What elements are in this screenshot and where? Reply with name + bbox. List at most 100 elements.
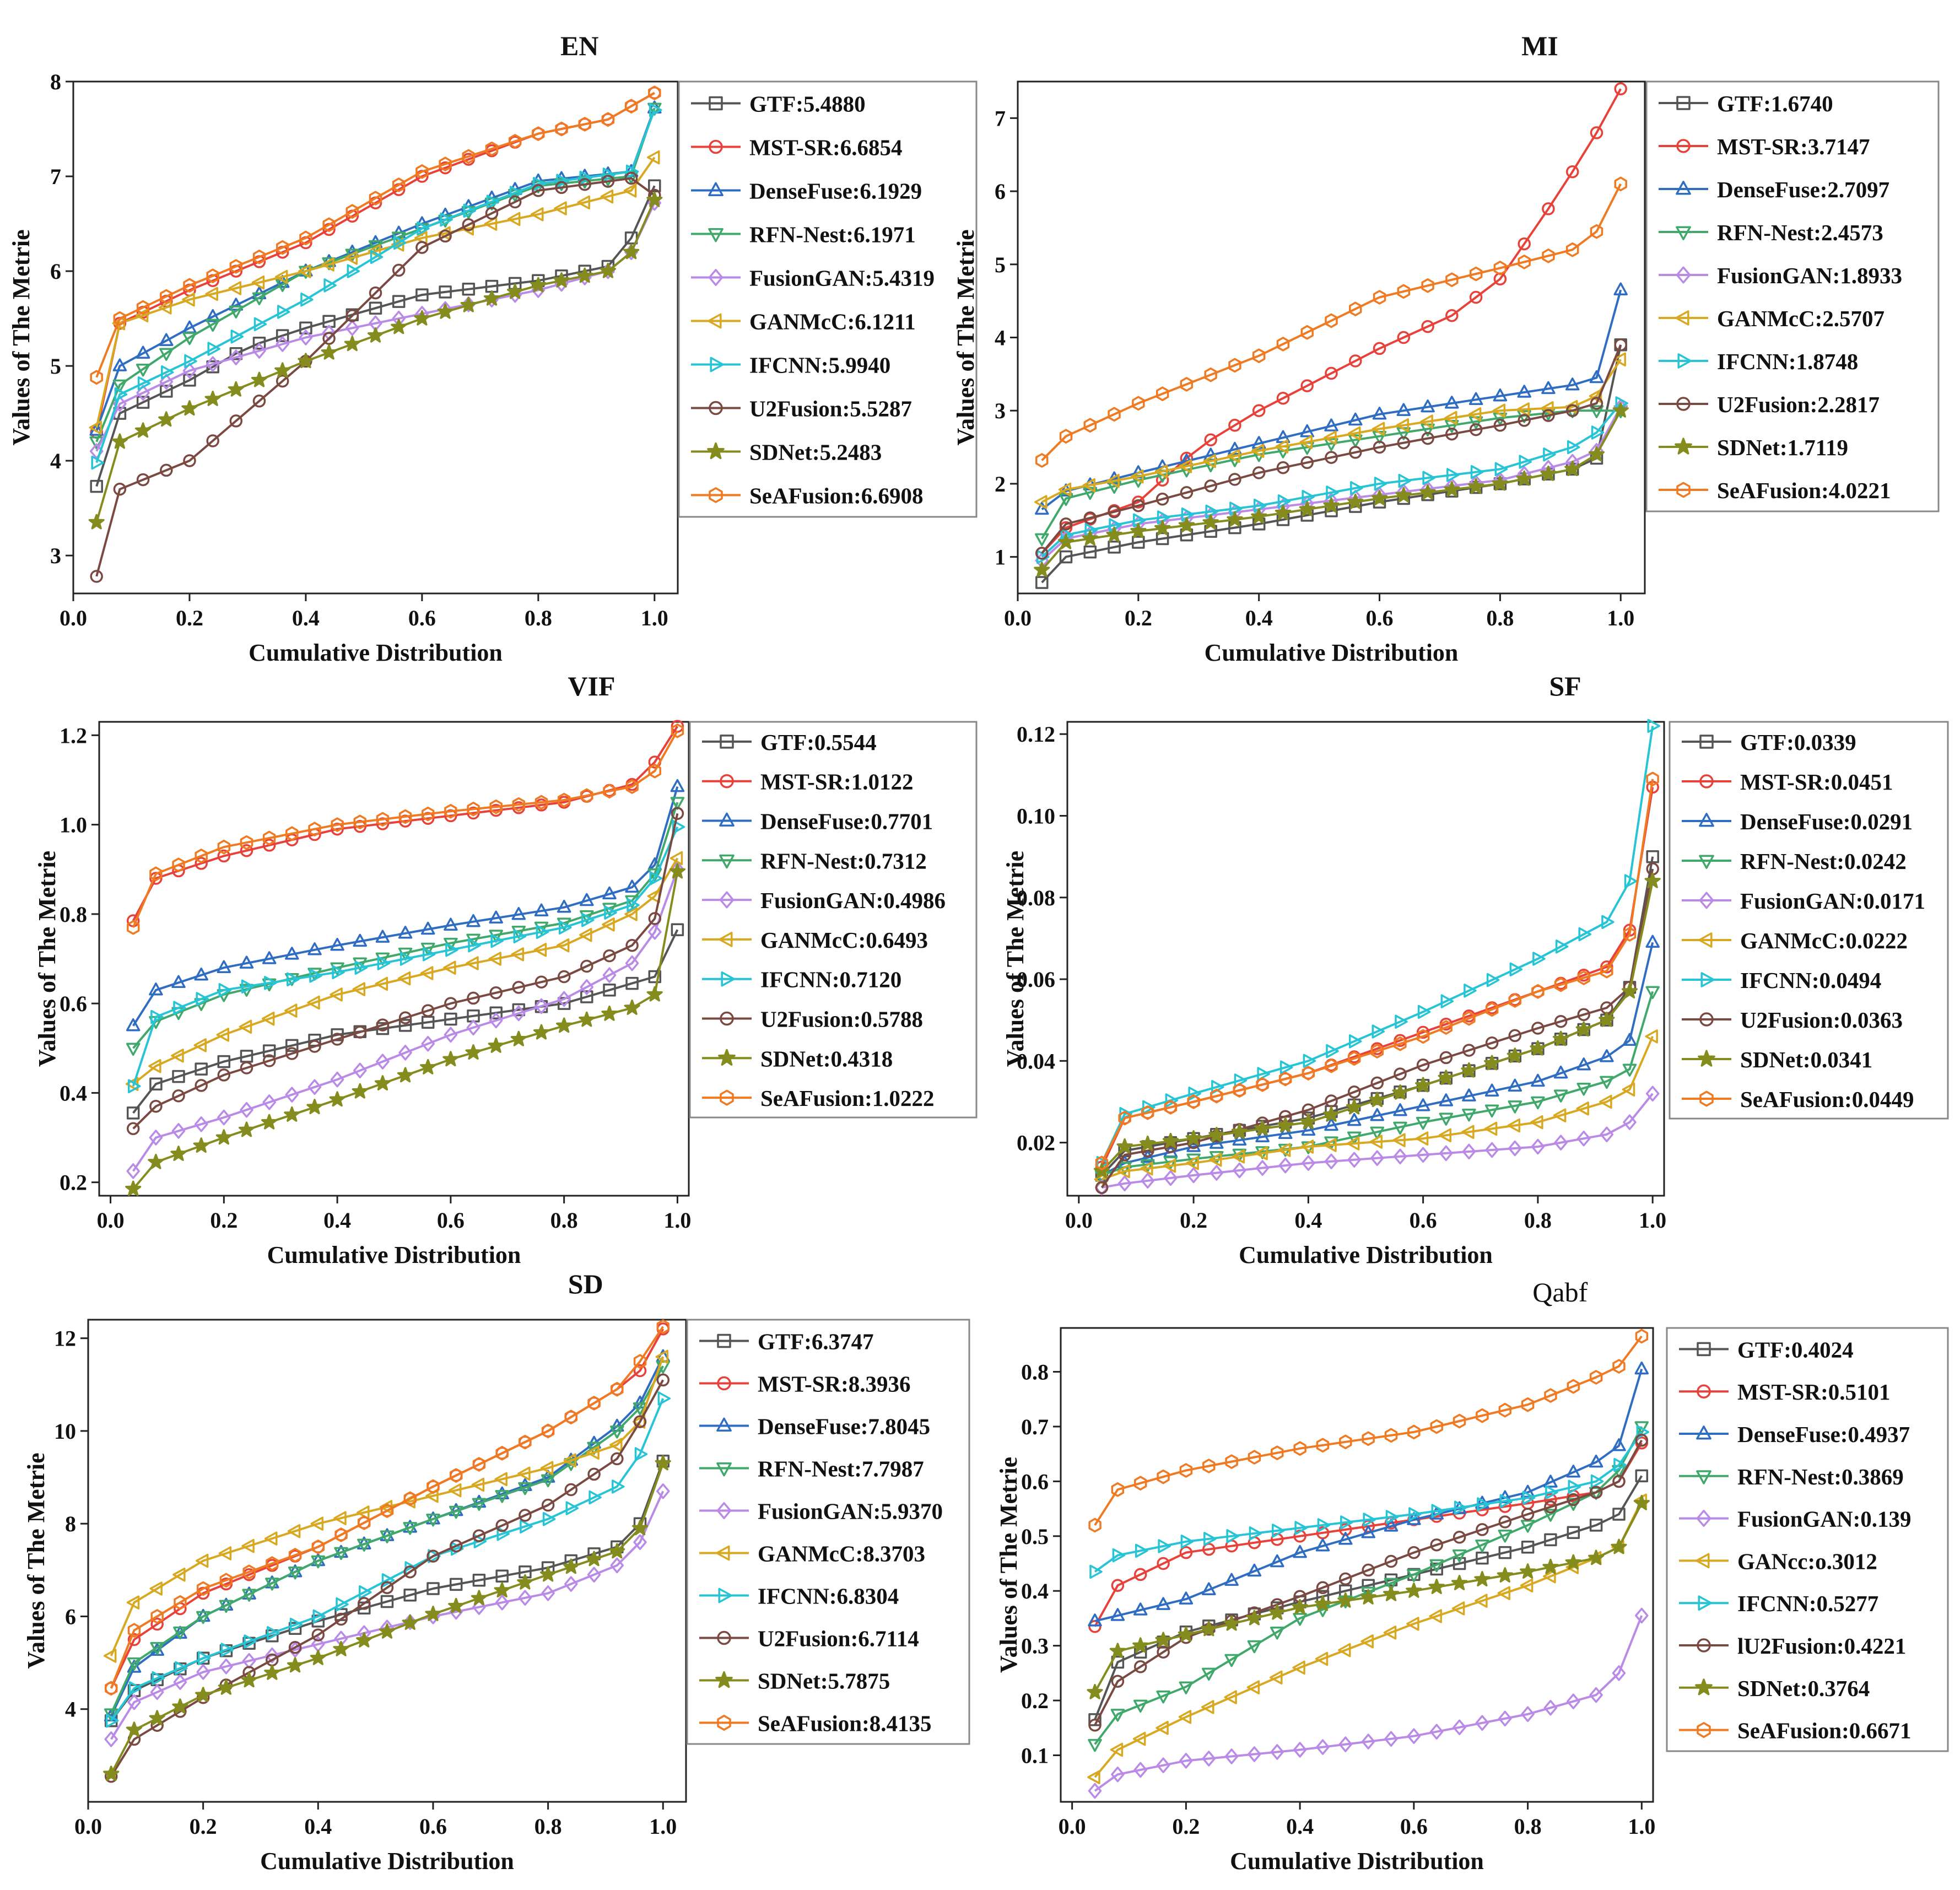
data-point-seafusion <box>512 797 526 812</box>
data-point-ifcnn <box>1454 1500 1467 1515</box>
data-point-ifcnn <box>1532 952 1546 966</box>
data-point-seafusion <box>229 259 243 274</box>
y-tick-label: 8 <box>50 69 61 94</box>
data-point-seafusion <box>1544 1388 1557 1403</box>
series-line-ganmcc <box>110 1356 665 1656</box>
data-point-densefuse <box>1186 1139 1201 1152</box>
series-ifcnn <box>127 819 685 1093</box>
data-point-fusiongan <box>1498 1710 1512 1727</box>
data-point-seafusion <box>1180 377 1194 392</box>
data-point-sdnet <box>465 1044 482 1060</box>
data-point-mst-sr <box>1252 404 1266 417</box>
x-axis-label: Cumulative Distribution <box>1230 1848 1484 1875</box>
data-point-fusiongan <box>610 1557 624 1574</box>
data-point-ganmcc <box>1246 1680 1260 1694</box>
data-point-fusiongan <box>1600 1126 1614 1143</box>
data-point-u2fusion <box>1614 338 1627 352</box>
data-point-sdnet <box>1406 1582 1422 1598</box>
legend-marker <box>1699 1012 1714 1027</box>
data-point-densefuse <box>1576 1057 1591 1071</box>
data-point-seafusion <box>564 1410 578 1424</box>
data-point-ganmcc <box>1132 1731 1146 1746</box>
data-point-densefuse <box>194 967 208 981</box>
data-point-fusiongan <box>1210 1165 1224 1181</box>
data-point-ganmcc <box>531 207 544 222</box>
data-point-fusiongan <box>1141 1173 1155 1189</box>
data-point-u2fusion <box>439 229 452 243</box>
data-point-ifcnn <box>1089 1564 1103 1579</box>
data-point-mst-sr <box>195 857 208 870</box>
data-point-ifcnn <box>1374 477 1387 491</box>
data-point-u2fusion <box>1108 505 1121 519</box>
data-point-sdnet <box>195 1687 212 1703</box>
data-point-u2fusion <box>403 1565 417 1579</box>
data-point-seafusion <box>462 149 475 164</box>
data-point-ganmcc <box>1429 1609 1442 1623</box>
data-point-gtf <box>603 984 616 997</box>
data-point-seafusion <box>308 822 321 836</box>
data-point-ganmcc <box>484 217 498 231</box>
data-point-sdnet <box>1516 470 1532 486</box>
data-point-ganmcc <box>471 1477 485 1492</box>
data-point-gtf <box>392 295 406 308</box>
x-axis-label: Cumulative Distribution <box>1205 639 1459 666</box>
series-line-ganmcc <box>1041 359 1622 503</box>
data-point-densefuse <box>1370 1108 1385 1121</box>
data-point-ganmcc <box>507 212 521 226</box>
data-point-seafusion <box>1108 407 1121 422</box>
data-point-ganmcc <box>352 982 366 996</box>
data-point-ifcnn <box>536 925 549 939</box>
data-point-ganmcc <box>1369 1135 1383 1149</box>
chart-title: SD <box>568 1268 603 1299</box>
data-point-ifcnn <box>513 929 527 944</box>
series-line-mst-sr <box>1041 88 1622 554</box>
data-point-seafusion <box>285 826 299 841</box>
data-point-sdnet <box>1474 1571 1491 1587</box>
data-point-fusiongan <box>1462 1143 1476 1160</box>
data-point-u2fusion <box>334 1612 348 1626</box>
x-tick-label: 0.8 <box>1486 606 1514 630</box>
data-point-sdnet <box>1231 1124 1248 1140</box>
data-point-ganmcc <box>579 927 592 942</box>
series-u2fusion <box>126 807 684 1136</box>
data-point-seafusion <box>415 164 429 179</box>
data-point-mst-sr <box>1397 331 1411 344</box>
data-point-u2fusion <box>519 1509 532 1522</box>
data-point-ifcnn <box>175 1661 188 1676</box>
data-point-ifcnn <box>1470 465 1484 479</box>
data-point-u2fusion <box>183 454 196 467</box>
data-point-sdnet <box>356 1632 372 1648</box>
data-point-seafusion <box>1518 255 1531 269</box>
data-point-sdnet <box>460 296 477 312</box>
data-point-sdnet <box>264 1664 280 1680</box>
data-point-gtf <box>1059 550 1073 564</box>
data-point-seafusion <box>1210 1088 1223 1104</box>
data-point-gtf <box>172 1070 185 1083</box>
data-point-sdnet <box>251 371 268 387</box>
data-point-ganmcc <box>218 1546 232 1560</box>
x-tick-label: 0.6 <box>437 1208 465 1233</box>
data-point-ganmcc <box>397 971 411 986</box>
series-line-mst-sr <box>95 91 655 433</box>
data-point-ifcnn <box>463 203 477 218</box>
data-point-densefuse <box>1372 407 1387 420</box>
data-point-densefuse <box>1543 1475 1558 1488</box>
data-point-ifcnn <box>1398 473 1412 488</box>
data-point-seafusion <box>603 784 616 799</box>
data-point-fusiongan <box>1612 1665 1626 1681</box>
data-point-rfn-nest <box>1133 1699 1148 1713</box>
legend-marker <box>719 854 735 869</box>
data-point-seafusion <box>127 1623 141 1638</box>
data-point-densefuse <box>1566 1465 1581 1478</box>
data-point-seafusion <box>1498 1402 1511 1418</box>
data-point-u2fusion <box>308 1040 321 1053</box>
data-point-sdnet <box>1347 493 1364 509</box>
data-point-ifcnn <box>287 972 300 987</box>
legend-marker <box>1676 226 1691 240</box>
series-ganmcc <box>103 1349 669 1663</box>
data-point-ifcnn <box>1543 447 1556 462</box>
data-point-u2fusion <box>240 1061 253 1074</box>
data-point-ifcnn <box>114 387 128 402</box>
data-point-rfn-nest <box>1439 1113 1454 1126</box>
y-tick-label: 0.08 <box>1017 885 1055 910</box>
